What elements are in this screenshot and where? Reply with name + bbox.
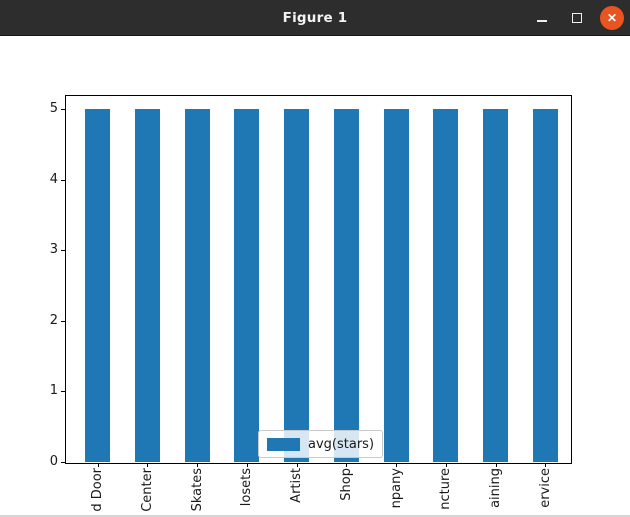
maximize-button[interactable] xyxy=(565,6,589,30)
close-icon: ✕ xyxy=(606,11,618,25)
window-bottom-edge xyxy=(0,515,630,517)
x-tick-mark xyxy=(197,463,198,467)
legend-label: avg(stars) xyxy=(308,436,375,452)
bar xyxy=(284,109,309,462)
figure-canvas: 0 1 2 3 4 5 d Door Center Skates losets Artist Shop… xyxy=(0,37,630,517)
x-tick-mark xyxy=(545,463,547,467)
bar xyxy=(532,109,558,462)
x-tick-mark xyxy=(147,463,149,467)
x-tick-mark xyxy=(97,463,99,467)
y-tick-label: 2 xyxy=(49,312,58,328)
close-button[interactable]: ✕ xyxy=(600,6,624,30)
x-tick-mark xyxy=(246,463,248,467)
y-tick-mark xyxy=(61,250,65,252)
y-tick-label: 4 xyxy=(49,171,58,187)
maximize-icon xyxy=(572,13,582,23)
x-tick-label: d Door xyxy=(90,468,105,512)
bar xyxy=(483,109,508,462)
x-tick-mark xyxy=(296,463,298,467)
minimize-icon xyxy=(537,20,547,22)
y-tick-mark xyxy=(61,109,65,111)
bar xyxy=(333,109,359,462)
x-tick-mark xyxy=(445,463,447,467)
x-tick-label: Center xyxy=(139,468,155,512)
window-controls: ✕ xyxy=(530,0,624,36)
bar xyxy=(234,109,260,462)
minimize-button[interactable] xyxy=(530,6,554,30)
x-tick-mark xyxy=(346,463,348,467)
bar xyxy=(85,109,110,462)
y-tick-label: 5 xyxy=(49,101,58,117)
x-tick-label: ervice xyxy=(537,468,553,508)
y-tick-label: 1 xyxy=(49,383,58,399)
bar xyxy=(433,109,459,462)
x-tick-label: Artist xyxy=(289,468,304,503)
x-tick-label: npany xyxy=(388,468,404,509)
y-tick-label: 0 xyxy=(49,454,58,469)
bar xyxy=(383,109,409,462)
x-tick-mark xyxy=(396,463,397,467)
y-tick-mark xyxy=(61,391,65,393)
window-titlebar[interactable]: Figure 1 ✕ xyxy=(0,0,630,36)
legend: avg(stars) xyxy=(258,430,383,458)
legend-color-patch xyxy=(267,437,300,451)
window-title: Figure 1 xyxy=(282,10,348,26)
x-tick-label: losets xyxy=(239,468,255,507)
y-tick-mark xyxy=(61,320,65,322)
x-tick-mark xyxy=(495,463,497,467)
bar xyxy=(134,109,160,462)
bar xyxy=(184,109,210,462)
y-tick-mark xyxy=(61,462,65,463)
x-tick-label: ncture xyxy=(438,468,454,510)
y-tick-mark xyxy=(61,179,65,181)
x-tick-label: aining xyxy=(488,468,503,508)
x-tick-label: Shop xyxy=(338,468,354,501)
y-tick-label: 3 xyxy=(49,242,58,258)
x-tick-label: Skates xyxy=(189,468,205,512)
